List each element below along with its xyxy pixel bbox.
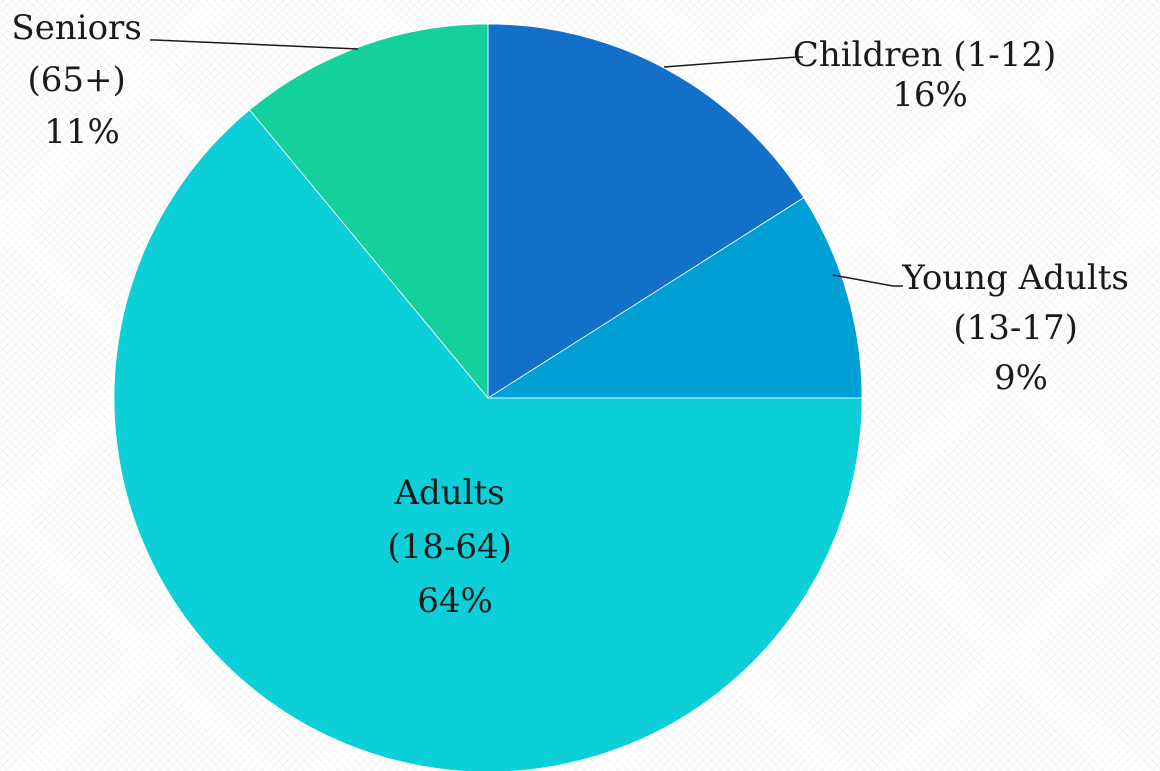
label-young-adults-line2: (13-17) <box>953 308 1078 348</box>
pie-slice-adults-18-64 <box>113 109 863 771</box>
label-adults-line2: (18-64) <box>387 527 512 567</box>
label-children-line2: 16% <box>892 75 968 115</box>
label-adults-line3: 64% <box>417 581 493 621</box>
label-young-adults-line3: 9% <box>994 358 1048 398</box>
leader-line-young-adults <box>832 274 903 287</box>
pie-slice-seniors-65 <box>249 23 489 400</box>
label-young-adults: Young Adults (13-17) 9% <box>901 258 1139 398</box>
label-adults: Adults (18-64) 64% <box>387 473 522 621</box>
label-children-line1: Children (1-12) <box>793 35 1056 75</box>
pie-slice-children-1-12 <box>487 23 805 399</box>
pie-slices <box>113 23 863 771</box>
label-seniors-line3: 11% <box>44 112 120 152</box>
label-young-adults-line1: Young Adults <box>901 258 1129 298</box>
label-seniors: Seniors (65+) 11% <box>11 8 152 152</box>
label-seniors-line2: (65+) <box>27 60 125 100</box>
label-seniors-line1: Seniors <box>11 8 141 48</box>
pie-slice-young-adults-13-17 <box>486 197 863 399</box>
leader-line-children <box>663 56 803 68</box>
leader-line-seniors <box>150 39 359 50</box>
label-children: Children (1-12) 16% <box>793 35 1067 115</box>
label-adults-line1: Adults <box>393 473 504 513</box>
